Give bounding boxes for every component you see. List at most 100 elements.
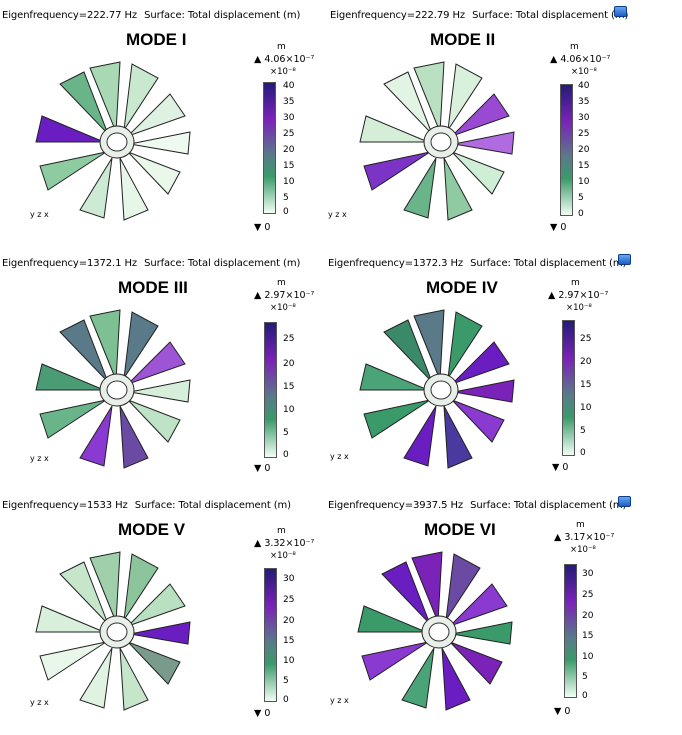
scale-factor: ×10⁻⁸ — [270, 551, 296, 561]
mode-title: MODE V — [118, 520, 186, 539]
blade-group — [35, 551, 191, 711]
colorbar-tick: 5 — [582, 672, 588, 682]
scale-factor: ×10⁻⁸ — [270, 67, 296, 77]
fan-blade — [453, 131, 515, 155]
max-value: ▲ 3.32×10⁻⁷ — [254, 538, 315, 549]
mode-panel-2: Eigenfrequency=222.79 Hz Surface: Total … — [328, 6, 658, 245]
colorbar-tick: 20 — [580, 357, 592, 367]
colorbar-tick: 0 — [578, 209, 584, 219]
mode-panel-3: Eigenfrequency=1372.1 Hz Surface: Total … — [0, 258, 330, 493]
mode-panel-4: Eigenfrequency=1372.3 Hz Surface: Total … — [326, 254, 656, 493]
colorbar — [264, 322, 277, 458]
colorbar-tick: 20 — [578, 145, 590, 155]
unit-label: m — [570, 42, 579, 52]
fan-blade — [59, 319, 109, 383]
fan-blade — [35, 115, 105, 143]
colorbar-tick: 25 — [283, 595, 295, 605]
axis-triad-icon: y z x — [30, 210, 49, 219]
flag-icon[interactable] — [618, 496, 631, 507]
axis-triad-icon: y z x — [30, 454, 49, 463]
fan-plot — [357, 551, 513, 711]
colorbar-tick: 30 — [283, 574, 295, 584]
fan-hub-inner — [430, 132, 452, 152]
fan-blade — [89, 61, 121, 133]
fan-blade — [359, 115, 429, 143]
colorbar-tick: 15 — [582, 631, 594, 641]
panel-header: Eigenfrequency=3937.5 Hz Surface: Total … — [328, 500, 630, 511]
surface-label: Surface: Total displacement (m) — [134, 500, 291, 511]
mode-title: MODE I — [126, 30, 187, 49]
surface-label: Surface: Total displacement (m) — [470, 500, 627, 511]
max-value: ▲ 4.06×10⁻⁷ — [254, 54, 315, 65]
fan-blade — [411, 551, 443, 623]
flag-icon[interactable] — [614, 6, 627, 17]
colorbar-tick: 20 — [582, 611, 594, 621]
panel-header: Eigenfrequency=222.79 Hz Surface: Total … — [330, 10, 632, 21]
fan-blade — [449, 641, 503, 685]
flag-icon[interactable] — [618, 254, 631, 265]
fan-blade — [449, 583, 508, 627]
axis-triad-icon: y z x — [328, 210, 347, 219]
fan-blade — [383, 319, 433, 383]
colorbar-tick: 5 — [283, 193, 289, 203]
colorbar-tick: 20 — [283, 359, 295, 369]
blade-group — [359, 309, 515, 469]
fan-blade — [129, 131, 191, 155]
fan-blade — [59, 561, 109, 625]
colorbar-tick: 0 — [283, 450, 289, 460]
unit-label: m — [277, 526, 286, 536]
fan-blade — [123, 63, 159, 131]
colorbar-tick: 5 — [283, 676, 289, 686]
fan-blade — [129, 379, 191, 403]
colorbar-tick: 5 — [580, 426, 586, 436]
fan-blade — [359, 363, 429, 391]
colorbar-tick: 40 — [578, 81, 590, 91]
mode-panel-6: Eigenfrequency=3937.5 Hz Surface: Total … — [326, 496, 656, 735]
scale-factor: ×10⁻⁸ — [571, 67, 597, 77]
fan-blade — [401, 647, 435, 709]
fan-blade — [123, 311, 159, 379]
fan-blade — [89, 551, 121, 623]
panel-header: Eigenfrequency=1533 Hz Surface: Total di… — [2, 500, 295, 511]
fan-hub-inner — [430, 380, 452, 400]
colorbar-tick: 25 — [283, 334, 295, 344]
colorbar-tick: 15 — [283, 382, 295, 392]
fan-blade — [129, 621, 191, 645]
fan-blade — [35, 363, 105, 391]
scale-factor: ×10⁻⁸ — [566, 303, 592, 313]
fan-blade — [123, 553, 159, 621]
fan-blade — [35, 605, 105, 633]
fan-blade — [119, 157, 149, 221]
axis-triad-icon: y z x — [330, 696, 349, 705]
axis-triad-icon: y z x — [30, 698, 49, 707]
fan-blade — [119, 647, 149, 711]
mode-title: MODE IV — [426, 278, 498, 297]
panel-header: Eigenfrequency=1372.1 Hz Surface: Total … — [2, 258, 304, 269]
colorbar-tick: 10 — [283, 405, 295, 415]
max-value: ▲ 4.06×10⁻⁷ — [550, 54, 611, 65]
fan-blade — [451, 151, 505, 195]
min-value: ▼ 0 — [254, 463, 271, 474]
unit-label: m — [277, 42, 286, 52]
blade-group — [357, 551, 513, 711]
mode-title: MODE II — [430, 30, 496, 49]
fan-blade — [443, 157, 473, 221]
colorbar-tick: 35 — [578, 97, 590, 107]
mode-title: MODE VI — [424, 520, 496, 539]
colorbar-tick: 40 — [283, 81, 295, 91]
fan-blade — [443, 405, 473, 469]
fan-blade — [127, 641, 181, 685]
mode-title: MODE III — [118, 278, 188, 297]
colorbar-tick: 10 — [582, 652, 594, 662]
fan-blade — [119, 405, 149, 469]
colorbar-tick: 10 — [283, 656, 295, 666]
max-value: ▲ 3.17×10⁻⁷ — [554, 532, 615, 543]
eigenfrequency-label: Eigenfrequency=1372.1 Hz — [2, 258, 138, 269]
surface-label: Surface: Total displacement (m) — [144, 10, 301, 21]
min-value: ▼ 0 — [254, 708, 271, 719]
fan-blade — [381, 561, 431, 625]
fan-blade — [39, 399, 107, 439]
blade-group — [35, 309, 191, 469]
colorbar — [263, 82, 276, 214]
fan-blade — [447, 311, 483, 379]
